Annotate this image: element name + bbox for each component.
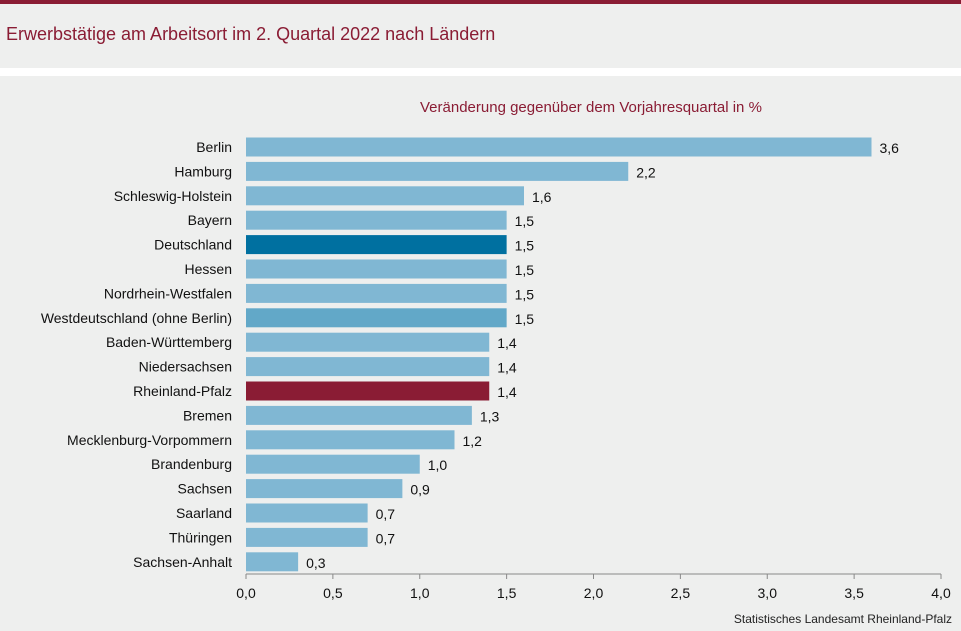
category-label-thueringen: Thüringen	[169, 529, 232, 545]
bar-thueringen	[246, 527, 368, 547]
value-label-schleswig-holstein: 1,6	[532, 189, 552, 205]
value-label-deutschland: 1,5	[515, 238, 535, 254]
category-label-mecklenburg-vorpommern: Mecklenburg-Vorpommern	[67, 432, 232, 448]
x-tick-label: 2,5	[671, 585, 691, 601]
bar-sachsen-anhalt	[246, 552, 299, 572]
bar-rheinland-pfalz	[246, 381, 490, 401]
bar-bayern	[246, 210, 507, 230]
value-label-brandenburg: 1,0	[428, 457, 448, 473]
category-label-sachsen: Sachsen	[178, 481, 232, 497]
category-label-schleswig-holstein: Schleswig-Holstein	[114, 188, 232, 204]
value-label-niedersachsen: 1,4	[497, 360, 517, 376]
page-title: Erwerbstätige am Arbeitsort im 2. Quarta…	[6, 24, 496, 44]
bar-niedersachsen	[246, 357, 490, 377]
value-label-saarland: 0,7	[376, 506, 396, 522]
bar-hessen	[246, 259, 507, 279]
bar-baden-wuerttemberg	[246, 332, 490, 352]
bar-bremen	[246, 405, 472, 425]
value-label-thueringen: 0,7	[376, 530, 396, 546]
bar-brandenburg	[246, 454, 420, 474]
chart-title: Veränderung gegenüber dem Vorjahresquart…	[420, 99, 762, 116]
value-label-berlin: 3,6	[880, 140, 900, 156]
bar-berlin	[246, 137, 872, 157]
value-label-rheinland-pfalz: 1,4	[497, 384, 517, 400]
bar-nordrhein-westfalen	[246, 283, 507, 303]
category-label-berlin: Berlin	[196, 139, 232, 155]
x-tick-label: 4,0	[931, 585, 951, 601]
value-label-bayern: 1,5	[515, 213, 535, 229]
bar-deutschland	[246, 235, 507, 255]
value-label-sachsen-anhalt: 0,3	[306, 555, 326, 571]
category-label-baden-wuerttemberg: Baden-Württemberg	[106, 334, 232, 350]
category-label-sachsen-anhalt: Sachsen-Anhalt	[133, 554, 232, 570]
bar-schleswig-holstein	[246, 186, 524, 206]
x-tick-label: 0,5	[323, 585, 343, 601]
x-tick-label: 1,5	[497, 585, 517, 601]
value-label-nordrhein-westfalen: 1,5	[515, 286, 535, 302]
value-label-hamburg: 2,2	[636, 164, 656, 180]
category-label-deutschland: Deutschland	[154, 237, 232, 253]
category-label-saarland: Saarland	[176, 505, 232, 521]
x-tick-label: 1,0	[410, 585, 430, 601]
category-label-rheinland-pfalz: Rheinland-Pfalz	[133, 383, 232, 399]
category-label-bremen: Bremen	[183, 407, 232, 423]
x-tick-label: 3,0	[758, 585, 778, 601]
value-label-westdeutschland-ohne-berlin: 1,5	[515, 311, 535, 327]
category-label-nordrhein-westfalen: Nordrhein-Westfalen	[104, 285, 232, 301]
bar-mecklenburg-vorpommern	[246, 430, 455, 450]
value-label-hessen: 1,5	[515, 262, 535, 278]
category-label-hessen: Hessen	[185, 261, 232, 277]
x-tick-label: 3,5	[844, 585, 864, 601]
value-label-sachsen: 0,9	[410, 482, 430, 498]
category-label-bayern: Bayern	[188, 212, 232, 228]
source-note: Statistisches Landesamt Rheinland-Pfalz	[733, 612, 952, 626]
x-tick-label: 2,0	[584, 585, 604, 601]
bar-hamburg	[246, 161, 629, 181]
bar-westdeutschland-ohne-berlin	[246, 308, 507, 328]
category-label-hamburg: Hamburg	[174, 163, 232, 179]
value-label-bremen: 1,3	[480, 408, 500, 424]
category-label-brandenburg: Brandenburg	[151, 456, 232, 472]
bar-sachsen	[246, 479, 403, 499]
title-separator	[0, 68, 961, 76]
top-accent-rule	[0, 0, 961, 4]
category-label-niedersachsen: Niedersachsen	[139, 359, 232, 375]
value-label-mecklenburg-vorpommern: 1,2	[463, 433, 483, 449]
category-label-westdeutschland-ohne-berlin: Westdeutschland (ohne Berlin)	[41, 310, 232, 326]
value-label-baden-wuerttemberg: 1,4	[497, 335, 517, 351]
x-tick-label: 0,0	[236, 585, 256, 601]
bar-saarland	[246, 503, 368, 523]
